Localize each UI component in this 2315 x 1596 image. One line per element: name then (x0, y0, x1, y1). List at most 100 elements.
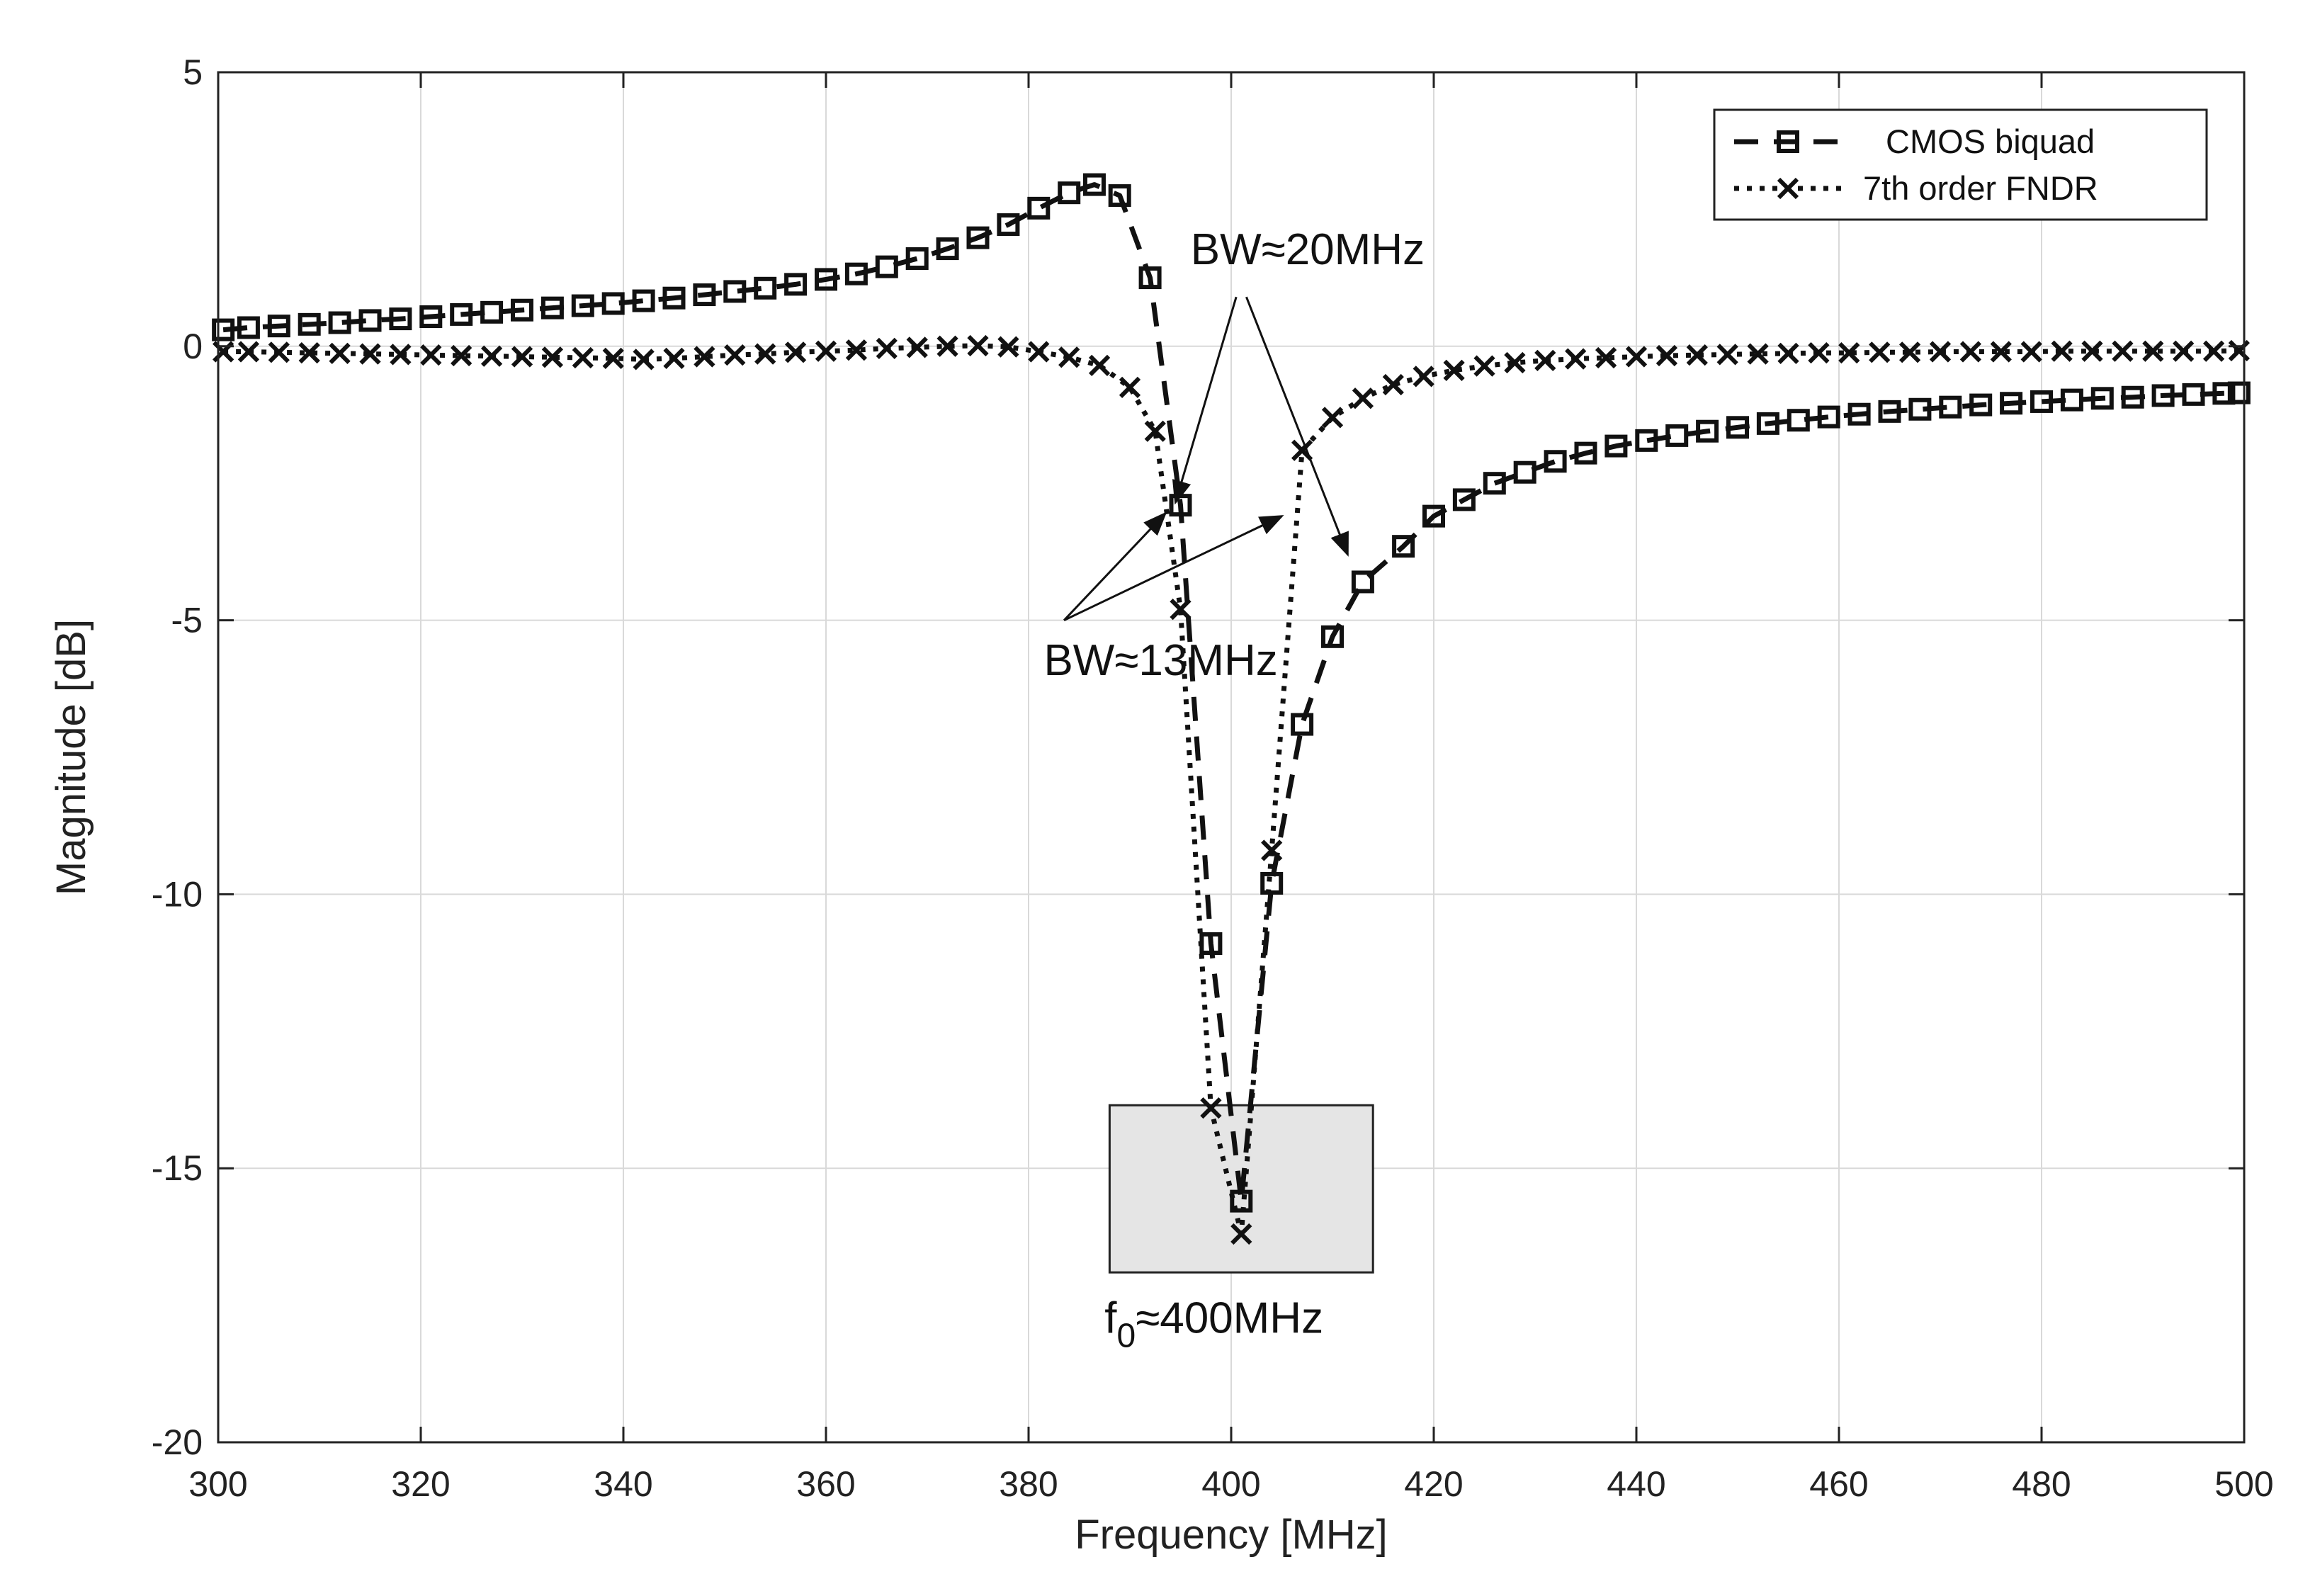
x-marker-stroke (480, 345, 503, 367)
x-marker-stroke (390, 344, 412, 366)
data-point-cmos-biquad (237, 316, 260, 339)
data-point-cmos-biquad (1969, 393, 1993, 417)
data-point-cmos-biquad (1817, 405, 1840, 429)
data-point-cmos-biquad (212, 318, 235, 341)
x-marker-stroke (541, 346, 564, 368)
bw20-arrow-right (1245, 296, 1349, 557)
x-marker-stroke (2142, 340, 2164, 362)
y-tick-label: 0 (183, 327, 203, 366)
data-point-fndr (1869, 341, 1891, 363)
x-marker-stroke (420, 344, 442, 366)
x-marker-stroke (997, 336, 1019, 358)
data-point-fndr (876, 337, 898, 360)
data-point-fndr (815, 340, 837, 362)
x-marker-stroke (2112, 340, 2134, 362)
tick-labels: 300 320 340 360 380 400 420 440 460 480 500 5 0 -5 -10… (152, 52, 2274, 1504)
data-point-cmos-biquad (1513, 460, 1536, 484)
x-marker-stroke (1777, 177, 1799, 200)
x-marker-stroke (663, 347, 685, 369)
data-point-fndr (298, 341, 320, 364)
y-tick-label: -10 (152, 874, 203, 914)
data-point-cmos-biquad (1108, 184, 1131, 208)
f0-label-f: f (1104, 1294, 1117, 1342)
data-point-cmos-biquad (358, 309, 382, 332)
data-point-cmos-biquad (1574, 441, 1597, 465)
data-point-fndr (694, 346, 715, 368)
x-marker-stroke (511, 346, 533, 368)
data-point-cmos-biquad (1058, 181, 1081, 205)
legend-marker-cmos-biquad (1777, 130, 1799, 153)
x-marker-stroke (845, 339, 868, 361)
f0-annotation-label: f0≈400MHz (1104, 1294, 1323, 1354)
x-marker-stroke (1028, 341, 1050, 363)
data-point-cmos-biquad (328, 311, 351, 334)
x-marker-stroke (1929, 341, 1952, 363)
x-marker-stroke (1808, 341, 1830, 364)
data-point-fndr (237, 341, 260, 363)
data-point-fndr (1088, 354, 1111, 376)
data-point-cmos-biquad (1452, 488, 1476, 511)
data-point-cmos-biquad (2000, 392, 2023, 415)
x-marker-stroke (876, 337, 898, 360)
bw20-arrow-left (1172, 296, 1238, 505)
data-point-fndr (1144, 420, 1166, 442)
data-point-fndr (1504, 351, 1526, 374)
x-marker-stroke (906, 336, 928, 358)
data-point-fndr (1413, 366, 1434, 387)
x-marker-stroke (1413, 366, 1434, 387)
x-marker-stroke (1144, 420, 1166, 442)
x-tick-label: 380 (999, 1464, 1058, 1504)
data-point-cmos-biquad (966, 226, 990, 249)
x-marker-stroke (1443, 359, 1465, 381)
data-point-fndr (359, 343, 381, 365)
data-point-fndr (997, 336, 1019, 358)
bw13-annotation-label: BW≈13MHz (1043, 636, 1277, 685)
x-marker-stroke (2202, 340, 2225, 362)
x-marker-stroke (1777, 342, 1799, 364)
data-point-cmos-biquad (450, 302, 473, 326)
x-tick-label: 320 (391, 1464, 450, 1504)
x-marker-stroke (2173, 340, 2195, 362)
x-marker-stroke (936, 335, 958, 357)
data-point-fndr (1777, 342, 1799, 364)
x-marker-stroke (2020, 341, 2042, 363)
data-point-fndr (1808, 341, 1830, 364)
data-point-cmos-biquad (1351, 570, 1374, 594)
data-point-fndr (511, 346, 533, 368)
data-point-cmos-biquad (1847, 402, 1871, 426)
x-marker-stroke (1747, 343, 1769, 365)
data-point-fndr (1119, 376, 1141, 398)
data-point-cmos-biquad (844, 262, 868, 285)
data-point-fndr (2228, 339, 2250, 362)
x-marker-stroke (1716, 344, 1738, 366)
x-marker-stroke (1534, 349, 1556, 372)
data-point-fndr (2051, 340, 2073, 362)
x-marker-stroke (572, 346, 594, 369)
data-point-fndr (936, 335, 958, 357)
data-point-cmos-biquad (1027, 196, 1051, 220)
data-point-fndr (268, 341, 290, 363)
x-marker-stroke (1869, 341, 1891, 363)
x-marker-stroke (1473, 355, 1495, 377)
data-point-cmos-biquad (2090, 387, 2114, 410)
data-point-fndr (1747, 343, 1769, 365)
x-marker-stroke (1990, 341, 2012, 363)
x-marker-stroke (602, 347, 624, 369)
data-point-cmos-biquad (2182, 383, 2205, 406)
x-marker-stroke (1321, 407, 1344, 429)
data-point-fndr (451, 344, 472, 367)
y-axis-title: Magnitude [dB] (48, 619, 94, 895)
x-tick-label: 420 (1404, 1464, 1463, 1504)
data-point-fndr (633, 349, 655, 370)
x-marker-stroke (451, 344, 472, 367)
series-line-fndr (223, 343, 2239, 1237)
x-tick-label: 360 (796, 1464, 855, 1504)
x-tick-label: 480 (2012, 1464, 2071, 1504)
bw13-arrow-left (1063, 511, 1167, 621)
data-point-fndr (1058, 346, 1080, 368)
x-marker-stroke (1595, 346, 1617, 369)
data-point-fndr (1170, 599, 1192, 621)
data-point-cmos-biquad (2151, 384, 2175, 407)
x-marker-stroke (1291, 439, 1313, 461)
